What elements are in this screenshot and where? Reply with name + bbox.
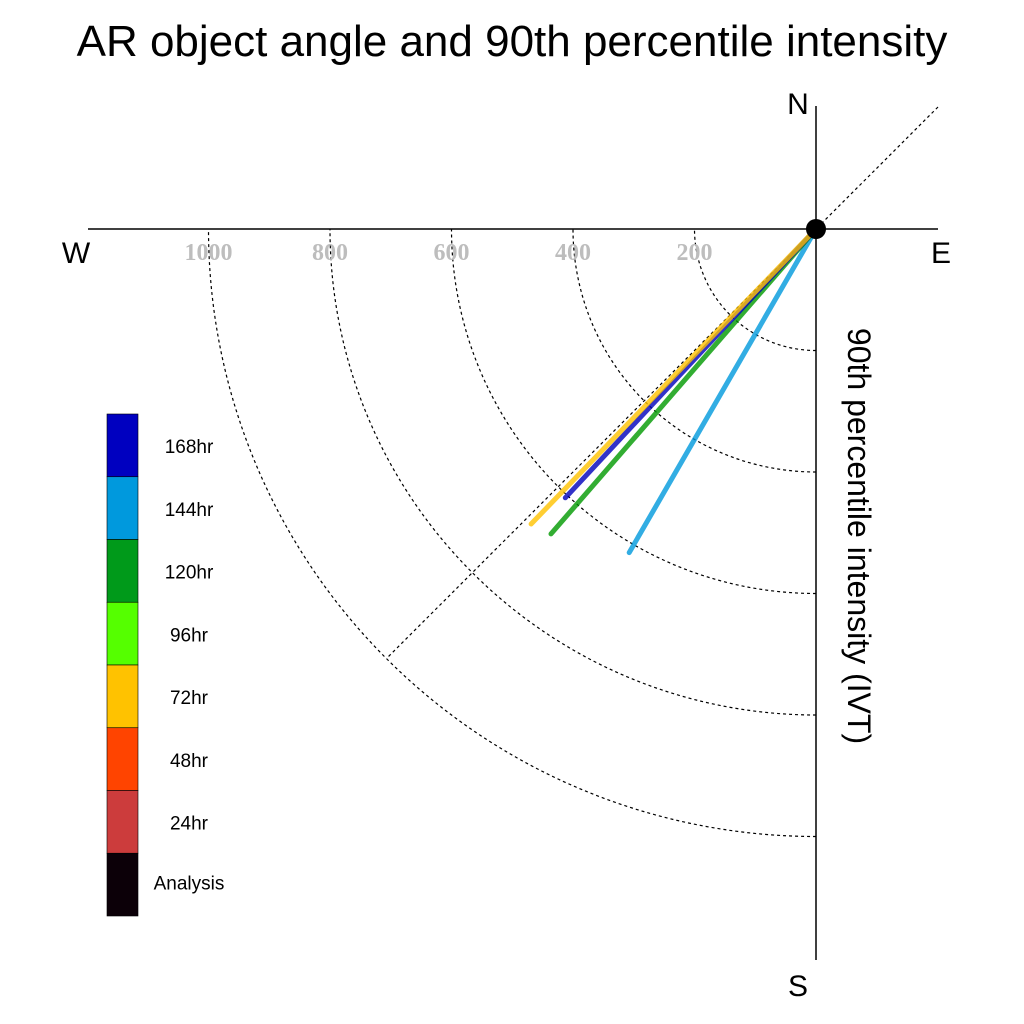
legend-label-120hr: 120hr [165, 563, 214, 584]
compass-east: E [931, 237, 951, 270]
ring-label-800: 800 [312, 240, 348, 266]
y-axis-label: 90th percentile intensity (IVT) [841, 328, 877, 744]
legend-swatch-144hr [106, 476, 139, 540]
legend-label-96hr: 96hr [170, 625, 209, 646]
ring-1000 [207, 228, 817, 838]
compass-south: S [788, 970, 808, 1003]
legend-swatch-24hr [106, 790, 139, 854]
intensity-rings [207, 228, 817, 838]
chart-title: AR object angle and 90th percentile inte… [77, 17, 948, 66]
legend-swatch-48hr [106, 727, 139, 791]
legend-label-72hr: 72hr [170, 688, 209, 709]
ring-label-600: 600 [434, 240, 470, 266]
vector-lines [528, 226, 819, 556]
compass-north: N [787, 88, 809, 121]
ring-200 [693, 228, 817, 352]
vector-144hr [626, 226, 819, 556]
legend-swatch-96hr [106, 601, 139, 666]
ring-400 [572, 228, 817, 473]
legend-label-24hr: 24hr [170, 814, 209, 835]
diagonal-reference-line [386, 106, 939, 659]
legend-swatch-Analysis [106, 852, 139, 917]
legend-swatch-168hr [106, 413, 139, 478]
ring-600 [450, 228, 817, 595]
legend-swatch-72hr [106, 664, 139, 729]
ring-800 [329, 228, 817, 716]
ring-label-1000: 1000 [185, 240, 233, 266]
ring-labels: 200 400 600 800 1000 [185, 240, 713, 266]
origin-marker [806, 219, 826, 239]
legend-label-48hr: 48hr [170, 751, 209, 772]
ring-label-200: 200 [677, 240, 713, 266]
ring-label-400: 400 [555, 240, 591, 266]
compass-west: W [62, 237, 91, 270]
vector-72hr [528, 226, 819, 527]
legend-label-168hr: 168hr [165, 437, 214, 458]
legend-swatch-120hr [106, 539, 139, 603]
legend-label-Analysis: Analysis [154, 873, 225, 894]
legend-label-144hr: 144hr [165, 500, 214, 521]
legend: 168hr 144hr 120hr 96hr 72hr 48hr 24hr Analysis [106, 413, 225, 917]
